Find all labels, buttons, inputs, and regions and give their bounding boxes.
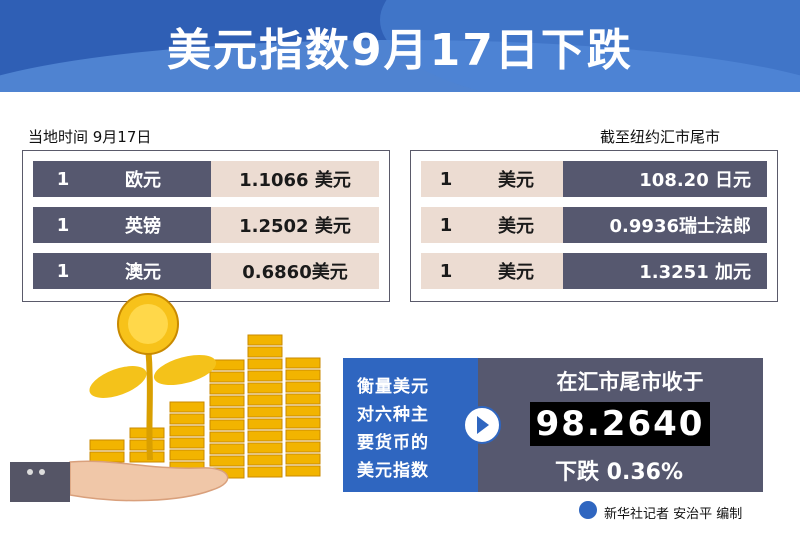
index-change: 下跌 0.36% bbox=[555, 460, 683, 485]
rate-row: 1 美元 108.20 日元 bbox=[421, 161, 767, 197]
rate-value: 0.6860美元 bbox=[211, 253, 379, 289]
rate-row: 1 英镑 1.2502 美元 bbox=[33, 207, 379, 243]
rate-row-left: 1 欧元 bbox=[33, 161, 211, 197]
rate-row-left: 1 美元 bbox=[421, 207, 563, 243]
rate-row: 1 美元 0.9936瑞士法郎 bbox=[421, 207, 767, 243]
amount-text: 1 bbox=[56, 260, 70, 282]
index-desc-line: 要货币的 bbox=[357, 433, 429, 453]
index-desc-line: 对六种主 bbox=[357, 405, 429, 425]
rate-row: 1 澳元 0.6860美元 bbox=[33, 253, 379, 289]
rate-row-left: 1 英镑 bbox=[33, 207, 211, 243]
left-panel-caption: 当地时间 9月17日 bbox=[28, 128, 152, 146]
page-title: 美元指数9月17日下跌 bbox=[167, 25, 633, 76]
rate-row-left: 1 美元 bbox=[421, 253, 563, 289]
currency-text: 美元 bbox=[498, 216, 534, 237]
index-value: 98.2640 bbox=[530, 402, 710, 446]
left-rates-panel: 1 欧元 1.1066 美元 1 英镑 1.2502 美元 1 澳元 0.686… bbox=[22, 150, 390, 302]
coin-stacks bbox=[89, 334, 321, 479]
rate-value: 0.9936瑞士法郎 bbox=[563, 207, 767, 243]
rate-value: 108.20 日元 bbox=[563, 161, 767, 197]
xinhua-logo-icon bbox=[579, 501, 597, 519]
amount-text: 1 bbox=[56, 168, 70, 190]
currency-text: 英镑 bbox=[125, 216, 161, 237]
rate-value: 1.1066 美元 bbox=[211, 161, 379, 197]
index-description: 衡量美元 对六种主 要货币的 美元指数 bbox=[343, 358, 478, 492]
index-desc-line: 衡量美元 bbox=[357, 377, 429, 397]
rate-row: 1 欧元 1.1066 美元 bbox=[33, 161, 379, 197]
currency-text: 欧元 bbox=[125, 170, 161, 191]
hand-illustration bbox=[69, 460, 229, 502]
header-banner: 美元指数9月17日下跌 bbox=[0, 0, 800, 92]
arrow-right-icon bbox=[463, 406, 501, 444]
amount-text: 1 bbox=[439, 168, 453, 190]
amount-text: 1 bbox=[439, 260, 453, 282]
amount-text: 1 bbox=[439, 214, 453, 236]
currency-text: 美元 bbox=[498, 170, 534, 191]
coin-tree-illustration bbox=[10, 293, 321, 502]
currency-text: 美元 bbox=[498, 262, 534, 283]
index-desc-line: 美元指数 bbox=[357, 461, 429, 481]
amount-text: 1 bbox=[56, 214, 70, 236]
rate-row: 1 美元 1.3251 加元 bbox=[421, 253, 767, 289]
credit-text: 新华社记者 安治平 编制 bbox=[604, 507, 743, 522]
rate-value: 1.3251 加元 bbox=[563, 253, 767, 289]
close-label: 在汇市尾市收于 bbox=[556, 370, 704, 394]
right-panel-caption: 截至纽约汇市尾市 bbox=[600, 128, 721, 146]
right-rates-panel: 1 美元 108.20 日元 1 美元 0.9936瑞士法郎 1 美元 1.32… bbox=[410, 150, 778, 302]
header-wave-decoration-2 bbox=[380, 0, 800, 92]
currency-text: 澳元 bbox=[125, 262, 161, 283]
rate-value: 1.2502 美元 bbox=[211, 207, 379, 243]
rate-row-left: 1 美元 bbox=[421, 161, 563, 197]
rate-row-left: 1 澳元 bbox=[33, 253, 211, 289]
